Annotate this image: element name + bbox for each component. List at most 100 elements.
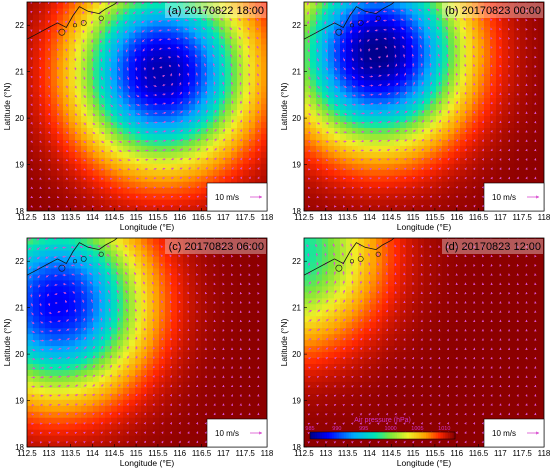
x-axis-label: Longitude (°E) <box>397 458 452 468</box>
y-axis-label: Latitude (°N) <box>2 318 12 366</box>
y-tick-label: 20 <box>292 114 301 123</box>
x-tick-label: 118 <box>538 449 550 458</box>
x-tick-label: 118 <box>261 449 274 458</box>
panel-d: 112.5 113 113.5 114 114.5 115 115.5 116 116.5 117… <box>279 237 550 468</box>
x-tick-label: 116 <box>173 213 186 222</box>
wind-legend-label: 10 m/s <box>215 429 239 438</box>
y-tick-label: 22 <box>15 257 24 266</box>
x-tick-label: 115.5 <box>425 449 445 458</box>
x-tick-label: 116 <box>450 449 463 458</box>
x-tick-label: 116 <box>450 213 463 222</box>
coastline <box>304 2 395 40</box>
x-tick-label: 112.5 <box>294 449 314 458</box>
x-tick-label: 115 <box>407 213 420 222</box>
y-tick-label: 19 <box>15 397 24 406</box>
pressure-field <box>304 2 544 211</box>
x-tick-label: 115.5 <box>148 213 168 222</box>
x-tick-label: 113.5 <box>61 213 81 222</box>
x-tick-label: 118 <box>261 213 274 222</box>
x-tick-label: 117.5 <box>512 449 532 458</box>
y-tick-label: 19 <box>292 161 301 170</box>
colorbar: Air pressure (hPa) 985 990 995 1000 1005 1010 <box>305 417 456 440</box>
x-tick-label: 116 <box>173 449 186 458</box>
x-tick-label: 115.5 <box>425 213 445 222</box>
x-tick-label: 116.5 <box>192 449 212 458</box>
x-tick-label: 116.5 <box>192 213 212 222</box>
x-tick-label: 113 <box>319 213 332 222</box>
panel-c: 112.5 113 113.5 114 114.5 115 115.5 116 116.5 117… <box>2 237 274 468</box>
y-axis-label: Latitude (°N) <box>2 82 12 130</box>
colorbar-tick-label: 995 <box>359 426 368 432</box>
panel-a: 112.5 113 113.5 114 114.5 115 115.5 116 116.5 117… <box>2 1 274 232</box>
plot-frame <box>26 1 268 212</box>
x-tick-label: 113 <box>319 449 332 458</box>
x-axis-label: Longitude (°E) <box>397 222 452 232</box>
y-tick-label: 18 <box>15 443 24 452</box>
x-tick-label: 117 <box>494 213 507 222</box>
x-tick-label: 116.5 <box>469 213 489 222</box>
plot-frame <box>303 1 545 212</box>
pressure-field <box>27 238 267 447</box>
wind-vectors <box>305 238 537 444</box>
x-tick-label: 115 <box>407 449 420 458</box>
y-tick-label: 22 <box>15 21 24 30</box>
x-tick-label: 114 <box>363 213 376 222</box>
pressure-field <box>27 2 267 211</box>
x-tick-label: 113.5 <box>338 213 358 222</box>
x-tick-label: 117 <box>217 213 230 222</box>
y-tick-label: 22 <box>292 257 301 266</box>
y-tick-label: 21 <box>292 304 301 313</box>
y-tick-label: 18 <box>292 443 301 452</box>
wind-legend-label: 10 m/s <box>492 429 516 438</box>
panel-b: 112.5 113 113.5 114 114.5 115 115.5 116 116.5 117… <box>279 1 550 232</box>
colorbar-tick-label: 1000 <box>384 426 396 432</box>
x-tick-label: 115 <box>130 449 143 458</box>
pressure-field <box>304 238 544 447</box>
y-tick-label: 22 <box>292 21 301 30</box>
plot-frame <box>303 237 545 448</box>
x-tick-label: 114.5 <box>105 213 125 222</box>
x-tick-label: 112.5 <box>17 449 37 458</box>
colorbar-title: Air pressure (hPa) <box>354 417 411 424</box>
x-tick-label: 115 <box>130 213 143 222</box>
x-tick-label: 114 <box>86 213 99 222</box>
y-tick-label: 21 <box>15 304 24 313</box>
x-tick-label: 114.5 <box>382 449 402 458</box>
y-tick-label: 18 <box>15 207 24 216</box>
x-tick-label: 113.5 <box>338 449 358 458</box>
y-tick-label: 20 <box>15 114 24 123</box>
x-tick-label: 114 <box>86 449 99 458</box>
colorbar-tick-label: 985 <box>305 426 314 432</box>
x-tick-label: 112.5 <box>17 213 37 222</box>
x-axis-label: Longitude (°E) <box>120 458 175 468</box>
x-tick-label: 114.5 <box>382 213 402 222</box>
coastline <box>304 238 395 276</box>
y-tick-label: 20 <box>292 350 301 359</box>
x-tick-label: 115.5 <box>148 449 168 458</box>
x-tick-label: 113.5 <box>61 449 81 458</box>
x-tick-label: 117.5 <box>235 449 255 458</box>
y-tick-label: 19 <box>15 161 24 170</box>
coastline <box>27 238 118 276</box>
panel-title: (d) 20170823 12:00 <box>445 241 541 253</box>
y-tick-label: 18 <box>292 207 301 216</box>
colorbar-tick-label: 1010 <box>438 426 450 432</box>
coastline <box>27 2 118 40</box>
x-tick-label: 116.5 <box>469 449 489 458</box>
wind-legend-label: 10 m/s <box>215 193 239 202</box>
x-axis-label: Longitude (°E) <box>120 222 175 232</box>
y-tick-label: 20 <box>15 350 24 359</box>
x-tick-label: 113 <box>42 449 55 458</box>
plot-frame <box>26 237 268 448</box>
x-tick-label: 112.5 <box>294 213 314 222</box>
x-tick-label: 117 <box>494 449 507 458</box>
x-tick-label: 113 <box>42 213 55 222</box>
panel-title: (a) 20170822 18:00 <box>168 5 264 17</box>
y-tick-label: 21 <box>15 68 24 77</box>
y-tick-label: 21 <box>292 68 301 77</box>
x-tick-label: 117 <box>217 449 230 458</box>
y-axis-label: Latitude (°N) <box>279 318 289 366</box>
x-tick-label: 117.5 <box>512 213 532 222</box>
x-tick-label: 117.5 <box>235 213 255 222</box>
